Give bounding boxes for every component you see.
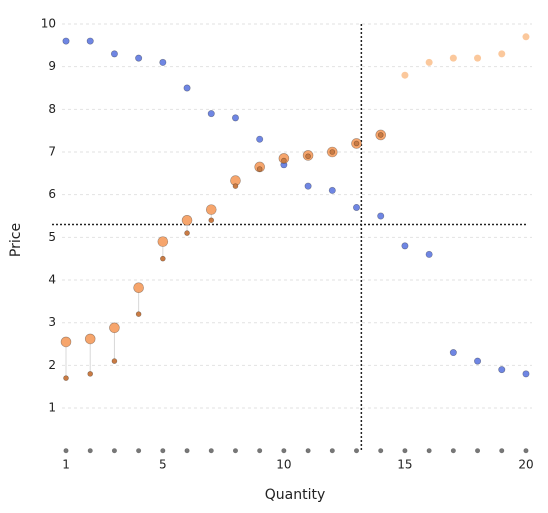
point [84, 333, 96, 345]
point [425, 58, 433, 66]
x-tick-label: 15 [397, 458, 412, 472]
point [60, 336, 72, 348]
point [135, 54, 143, 62]
point [87, 448, 93, 454]
x-tick-label: 1 [62, 458, 70, 472]
point [498, 50, 506, 58]
x-tick-label: 5 [159, 458, 167, 472]
point [207, 110, 215, 118]
point [426, 448, 432, 454]
point [208, 217, 215, 224]
point [353, 203, 361, 211]
y-tick-label: 2 [48, 358, 56, 372]
y-axis-title: Price [8, 223, 24, 257]
point [523, 448, 529, 454]
point [109, 322, 120, 334]
point [111, 358, 118, 364]
y-tick-label: 4 [48, 273, 56, 287]
point [231, 114, 239, 122]
point [281, 448, 287, 454]
x-tick-label: 20 [518, 458, 533, 472]
x-tick-label: 10 [276, 458, 291, 472]
point [328, 186, 336, 194]
point [232, 448, 238, 454]
point [256, 166, 263, 172]
y-tick-label: 7 [48, 145, 56, 159]
point [63, 375, 69, 381]
point [522, 370, 530, 378]
y-tick-label: 6 [48, 187, 56, 201]
point [159, 58, 167, 66]
point [256, 135, 264, 143]
point [353, 140, 360, 147]
point [136, 448, 142, 454]
point [63, 448, 69, 454]
point [181, 214, 193, 226]
point [378, 448, 384, 454]
point [208, 448, 214, 454]
point [110, 50, 118, 58]
y-tick-label: 5 [48, 230, 56, 244]
point [305, 448, 311, 454]
point [135, 311, 142, 317]
point [425, 250, 433, 258]
y-tick-label: 10 [41, 17, 56, 31]
point [183, 84, 191, 92]
point [498, 366, 506, 374]
point [62, 37, 70, 45]
point [86, 37, 94, 45]
y-tick-label: 1 [48, 401, 56, 415]
point [499, 448, 505, 454]
point [450, 448, 456, 454]
point [401, 71, 409, 79]
point [377, 212, 385, 220]
point [232, 183, 239, 189]
point [111, 448, 117, 454]
point [402, 448, 408, 454]
point [474, 54, 482, 62]
point [160, 255, 166, 262]
point [449, 54, 457, 62]
point [329, 448, 335, 454]
point [160, 448, 166, 454]
point [354, 448, 360, 454]
point [401, 242, 409, 250]
point [257, 448, 263, 454]
x-axis-title: Quantity [265, 487, 326, 503]
point [157, 236, 169, 247]
point [474, 357, 482, 365]
point [281, 157, 287, 164]
y-tick-label: 8 [48, 102, 56, 116]
point [475, 448, 481, 454]
point [305, 153, 311, 160]
y-tick-label: 9 [48, 59, 56, 73]
point [184, 448, 190, 454]
point [329, 149, 336, 155]
y-tick-label: 3 [48, 315, 56, 329]
point [304, 182, 312, 190]
point [377, 132, 384, 138]
point [449, 349, 457, 357]
point [184, 230, 190, 236]
point [205, 204, 217, 215]
point [522, 33, 530, 41]
point [87, 371, 94, 377]
point [133, 282, 144, 294]
